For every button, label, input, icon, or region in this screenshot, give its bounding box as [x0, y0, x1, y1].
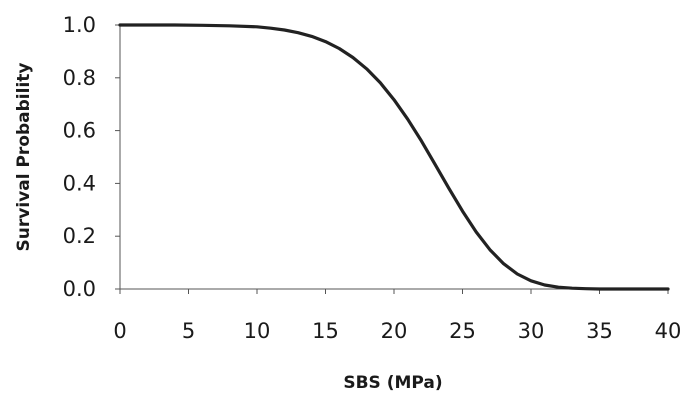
y-tick-label: 0.8: [63, 66, 96, 90]
y-tick-label: 0.2: [63, 224, 96, 248]
x-tick-label: 35: [586, 319, 613, 343]
y-axis-tick-labels: 0.0 0.2 0.4 0.6 0.8 1.0: [63, 13, 120, 301]
x-tick-label: 25: [449, 319, 476, 343]
x-axis-tick-labels: 0 5 10 15 20 25 30 35 40: [113, 289, 681, 343]
x-tick-label: 20: [381, 319, 408, 343]
y-tick-label: 0.6: [63, 119, 96, 143]
x-tick-label: 40: [655, 319, 682, 343]
x-tick-label: 5: [182, 319, 195, 343]
x-tick-label: 10: [244, 319, 271, 343]
x-axis-title: SBS (MPa): [343, 373, 442, 393]
x-tick-label: 0: [113, 319, 126, 343]
series-line: [118, 23, 670, 291]
x-tick-label: 15: [312, 319, 339, 343]
y-tick-label: 0.0: [63, 277, 96, 301]
x-tick-label: 30: [518, 319, 545, 343]
y-axis-title: Survival Probability: [14, 63, 34, 252]
y-tick-label: 0.4: [63, 171, 96, 195]
y-tick-label: 1.0: [63, 13, 96, 37]
